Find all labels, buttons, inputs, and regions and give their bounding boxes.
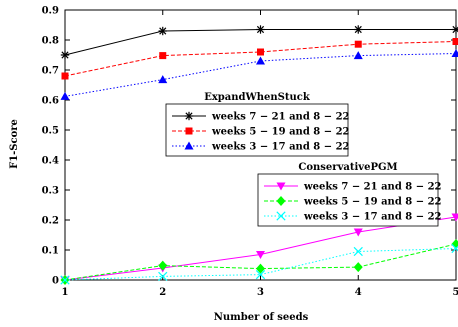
data-point <box>354 40 362 48</box>
data-point <box>256 251 265 259</box>
legend-marker <box>276 196 286 206</box>
legend-0: ExpandWhenStuck weeks 7 − 21 and 8 − 22 we… <box>165 92 350 157</box>
legend-entry: weeks 5 − 19 and 8 − 22 <box>303 197 442 208</box>
legend-entry: weeks 7 − 21 and 8 − 22 <box>303 182 442 193</box>
legend-entry: weeks 5 − 19 and 8 − 22 <box>211 127 350 138</box>
x-tick-label: 5 <box>453 287 458 298</box>
x-tick-label: 3 <box>257 287 264 298</box>
series-0-1 <box>61 38 458 80</box>
legend-marker <box>276 182 286 191</box>
legend-marker <box>185 127 193 135</box>
series-1-1 <box>60 239 458 285</box>
data-point <box>159 52 167 60</box>
x-tick-label: 2 <box>159 287 166 298</box>
data-point <box>255 269 266 280</box>
y-tick-label: 0.6 <box>42 96 59 107</box>
y-tick-label: 0 <box>52 276 59 287</box>
data-point <box>256 56 265 65</box>
x-tick-label: 1 <box>62 287 69 298</box>
data-point <box>451 213 458 222</box>
y-tick-label: 0.4 <box>42 156 59 167</box>
data-point <box>353 262 363 273</box>
data-point <box>452 38 458 45</box>
legend-1: ConservativePGM weeks 7 − 21 and 8 − 22 we… <box>257 162 442 227</box>
y-axis-label: F1-Score <box>9 119 20 169</box>
y-tick-label: 0.8 <box>42 36 59 47</box>
series-1-2 <box>60 243 458 285</box>
data-point <box>158 26 167 36</box>
legend-title: ExpandWhenStuck <box>204 92 311 103</box>
y-tick-label: 0.1 <box>42 246 59 257</box>
legend-marker <box>276 211 286 221</box>
legend-marker <box>184 111 194 121</box>
y-tick-label: 0.9 <box>42 6 59 17</box>
y-tick-label: 0.7 <box>42 66 59 77</box>
legend-marker <box>184 141 194 150</box>
x-axis-label: Number of seeds <box>214 312 309 323</box>
legend-box <box>165 103 349 157</box>
data-point <box>451 239 458 249</box>
legends: ExpandWhenStuck weeks 7 − 21 and 8 − 22 we… <box>165 92 442 227</box>
series-line <box>64 41 457 77</box>
data-point <box>256 25 265 34</box>
data-point <box>256 263 265 274</box>
data-point <box>353 228 363 237</box>
legend-entry: weeks 3 − 17 and 8 − 22 <box>303 212 442 223</box>
data-point <box>61 72 69 80</box>
data-point <box>60 275 70 285</box>
data-point <box>451 49 458 57</box>
data-point <box>451 25 458 34</box>
series-0-2 <box>60 49 458 100</box>
series-line <box>64 53 457 97</box>
legend-title: ConservativePGM <box>298 162 397 173</box>
y-tick-label: 0.2 <box>42 216 59 227</box>
series-0-0 <box>60 25 458 60</box>
plot-area: 0 0.1 0.2 0.3 0.4 0.5 0.6 0.7 0.8 0.9 1 2 3 4 5 <box>42 6 458 298</box>
data-point <box>60 91 70 100</box>
data-point <box>354 25 363 34</box>
y-tick-label: 0.3 <box>42 186 59 197</box>
y-tick-label: 0.5 <box>42 126 59 137</box>
data-point <box>158 75 168 84</box>
legend-entry: weeks 7 − 21 and 8 − 22 <box>211 112 350 123</box>
legend-entry: weeks 3 − 17 and 8 − 22 <box>211 142 350 153</box>
x-tick-label: 4 <box>355 287 362 298</box>
legend-box <box>257 173 439 227</box>
data-point <box>353 246 363 257</box>
data-point <box>60 50 70 60</box>
data-point <box>451 243 458 254</box>
data-point <box>158 271 168 282</box>
series-line <box>64 243 457 281</box>
data-point <box>353 51 363 60</box>
data-point <box>257 48 264 56</box>
data-point <box>158 260 168 271</box>
